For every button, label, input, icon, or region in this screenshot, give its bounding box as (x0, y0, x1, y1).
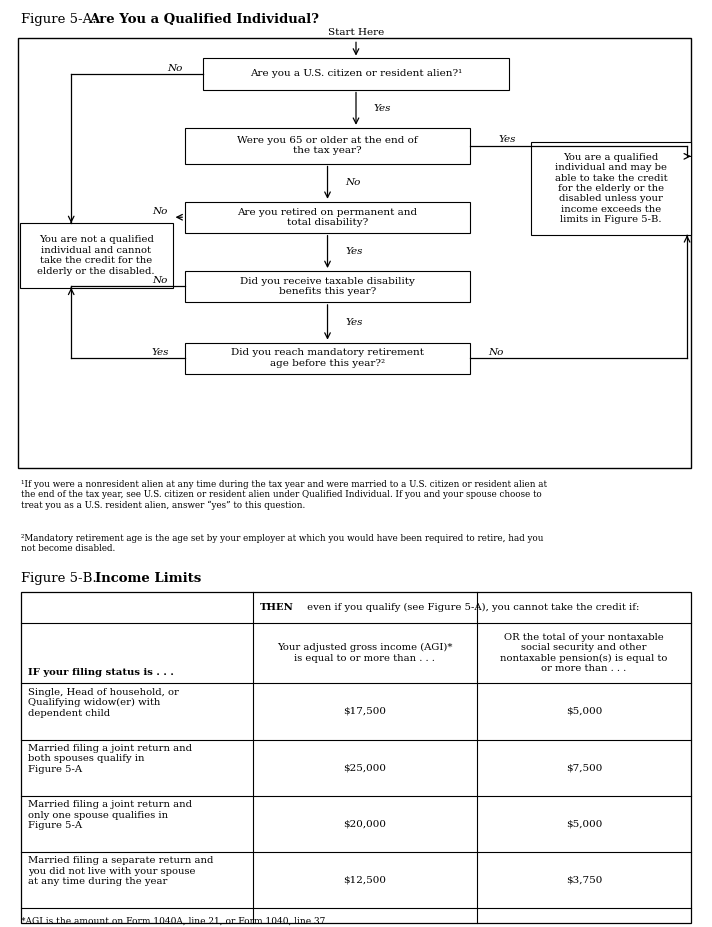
Text: ²Mandatory retirement age is the age set by your employer at which you would hav: ²Mandatory retirement age is the age set… (21, 534, 544, 553)
Text: No: No (152, 207, 168, 216)
Text: Figure 5-B.: Figure 5-B. (21, 572, 97, 585)
Text: $12,500: $12,500 (343, 875, 387, 884)
Text: Single, Head of household, or
Qualifying widow(er) with
dependent child: Single, Head of household, or Qualifying… (28, 688, 179, 717)
Text: Income Limits: Income Limits (95, 572, 201, 585)
Text: $17,500: $17,500 (343, 707, 387, 716)
Text: IF your filing status is . . .: IF your filing status is . . . (28, 667, 174, 677)
Text: even if you qualify (see Figure 5-A), you cannot take the credit if:: even if you qualify (see Figure 5-A), yo… (304, 603, 639, 612)
Text: Yes: Yes (498, 135, 516, 145)
Text: Yes: Yes (345, 248, 363, 257)
Text: THEN: THEN (260, 603, 294, 612)
Bar (185, 128, 470, 163)
Bar (21, 592, 691, 922)
Text: OR the total of your nontaxable
social security and other
nontaxable pension(s) : OR the total of your nontaxable social s… (500, 633, 668, 673)
Text: $20,000: $20,000 (343, 819, 387, 829)
Text: *AGI is the amount on Form 1040A, line 21, or Form 1040, line 37: *AGI is the amount on Form 1040A, line 2… (21, 917, 325, 926)
Text: Married filing a separate return and
you did not live with your spouse
at any ti: Married filing a separate return and you… (28, 857, 214, 886)
Bar (185, 343, 470, 374)
Text: Did you receive taxable disability
benefits this year?: Did you receive taxable disability benef… (240, 277, 415, 296)
Bar (203, 58, 509, 90)
Text: Married filing a joint return and
only one spouse qualifies in
Figure 5-A: Married filing a joint return and only o… (28, 800, 192, 830)
Text: You are not a qualified
individual and cannot
take the credit for the
elderly or: You are not a qualified individual and c… (37, 235, 155, 275)
Text: Did you reach mandatory retirement
age before this year?²: Did you reach mandatory retirement age b… (231, 349, 424, 368)
Text: Figure 5-A.: Figure 5-A. (21, 13, 97, 26)
Text: Are You a Qualified Individual?: Are You a Qualified Individual? (89, 13, 319, 26)
Text: Are you retired on permanent and
total disability?: Are you retired on permanent and total d… (238, 208, 417, 227)
Text: Married filing a joint return and
both spouses qualify in
Figure 5-A: Married filing a joint return and both s… (28, 744, 192, 774)
Text: No: No (152, 276, 168, 286)
Text: $25,000: $25,000 (343, 763, 387, 772)
Text: Were you 65 or older at the end of
the tax year?: Were you 65 or older at the end of the t… (237, 136, 418, 156)
Text: You are a qualified
individual and may be
able to take the credit
for the elderl: You are a qualified individual and may b… (555, 153, 667, 224)
Text: Yes: Yes (345, 318, 363, 326)
Bar (20, 223, 172, 287)
Bar (530, 142, 691, 235)
Text: No: No (345, 178, 361, 187)
Text: ¹If you were a nonresident alien at any time during the tax year and were marrie: ¹If you were a nonresident alien at any … (21, 479, 548, 510)
Text: Yes: Yes (152, 348, 169, 357)
Text: $5,000: $5,000 (565, 819, 602, 829)
Text: $5,000: $5,000 (565, 707, 602, 716)
Bar (185, 202, 470, 233)
Text: No: No (167, 64, 182, 72)
Text: Your adjusted gross income (AGI)*
is equal to or more than . . .: Your adjusted gross income (AGI)* is equ… (277, 643, 453, 663)
Text: $7,500: $7,500 (565, 763, 602, 772)
Bar (185, 271, 470, 302)
Text: No: No (488, 348, 503, 357)
Text: $3,750: $3,750 (565, 875, 602, 884)
Text: Start Here: Start Here (328, 28, 384, 37)
Text: Are you a U.S. citizen or resident alien?¹: Are you a U.S. citizen or resident alien… (250, 70, 462, 79)
Text: Yes: Yes (374, 104, 392, 113)
